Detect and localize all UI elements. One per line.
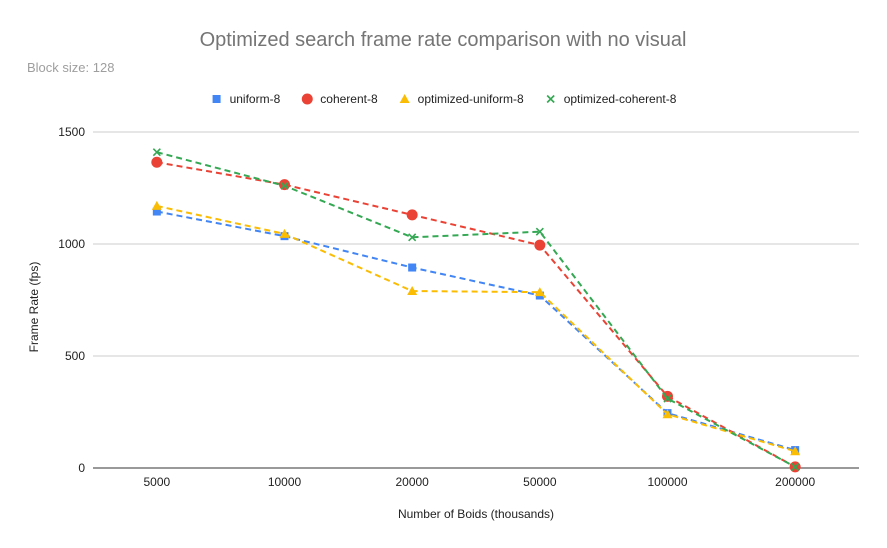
data-point: [152, 148, 161, 157]
legend-label: optimized-coherent-8: [564, 92, 677, 106]
data-point: [408, 233, 417, 242]
legend-marker: [301, 93, 313, 105]
legend-marker: [546, 94, 555, 104]
data-point: [151, 200, 162, 210]
series-line: [156, 210, 796, 452]
x-axis-label: Number of Boids (thousands): [398, 507, 554, 521]
chart-subtitle: Block size: 128: [27, 60, 114, 75]
legend-label: coherent-8: [320, 92, 378, 106]
x-tick-label: 5000: [143, 475, 170, 489]
legend-label: uniform-8: [230, 92, 281, 106]
data-point: [152, 207, 161, 216]
data-point: [407, 286, 418, 296]
data-point: [791, 462, 800, 471]
legend: uniform-8 coherent-8 optimized-uniform-8 op…: [212, 92, 677, 106]
series-group: [151, 148, 801, 473]
data-point: [662, 409, 673, 419]
series-line: [156, 151, 796, 468]
legend-marker: [212, 95, 221, 103]
chart-title: Optimized search frame rate comparison w…: [200, 29, 687, 51]
data-point: [151, 156, 163, 168]
x-tick-label: 10000: [268, 475, 302, 489]
legend-item: uniform-8: [212, 92, 281, 106]
y-axis-ticks: 0 500 1000 1500: [58, 125, 85, 475]
data-point: [790, 446, 801, 456]
y-tick-label: 1500: [58, 125, 85, 139]
x-tick-label: 200000: [775, 475, 815, 489]
data-point: [534, 239, 546, 251]
y-tick-label: 0: [78, 461, 85, 475]
legend-label: optimized-uniform-8: [418, 92, 524, 106]
series-line: [156, 204, 796, 453]
data-point: [534, 287, 545, 297]
data-point: [535, 227, 544, 236]
data-point: [279, 228, 290, 238]
x-axis-ticks: 5000 10000 20000 50000 100000 200000: [143, 475, 815, 489]
legend-item: coherent-8: [301, 92, 378, 106]
legend-item: optimized-uniform-8: [399, 92, 524, 106]
y-tick-label: 1000: [58, 237, 85, 251]
x-tick-label: 20000: [395, 475, 429, 489]
series-optimized-uniform-8: [151, 200, 801, 456]
data-point: [406, 209, 418, 221]
legend-marker: [399, 94, 410, 103]
y-axis-label: Frame Rate (fps): [27, 262, 41, 353]
data-point: [280, 181, 289, 190]
x-tick-label: 50000: [523, 475, 557, 489]
series-line: [156, 161, 796, 468]
series-optimized-coherent-8: [152, 148, 800, 471]
series-uniform-8: [152, 207, 800, 455]
data-point: [663, 394, 672, 403]
gridlines: [93, 131, 859, 469]
data-point: [408, 263, 417, 272]
x-tick-label: 100000: [647, 475, 687, 489]
y-tick-label: 500: [65, 349, 85, 363]
legend-item: optimized-coherent-8: [546, 92, 677, 106]
